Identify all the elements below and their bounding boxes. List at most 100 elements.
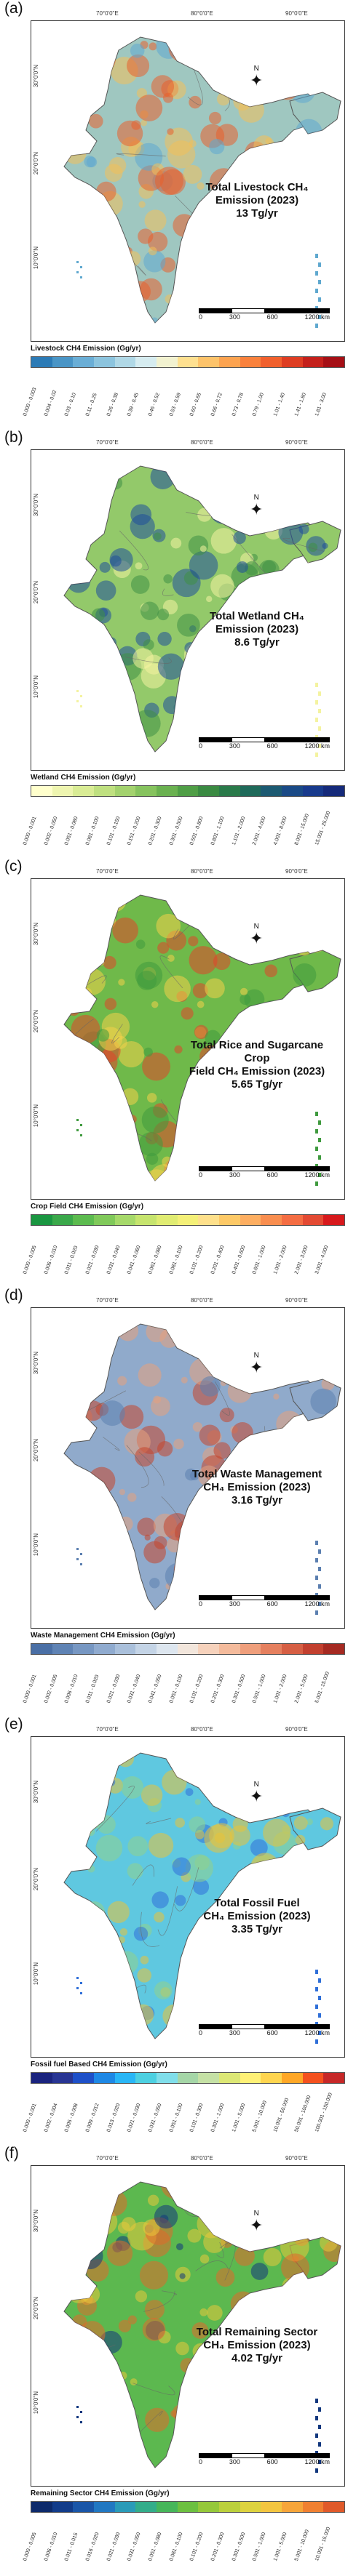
emission-texture: [76, 79, 92, 94]
emission-texture: [293, 1760, 312, 1778]
emission-texture: [198, 900, 216, 919]
emission-texture: [290, 670, 308, 687]
emission-texture: [256, 1128, 280, 1152]
emission-texture: [157, 653, 185, 680]
andaman-island: [315, 1558, 318, 1562]
emission-texture: [189, 550, 218, 580]
legend-title: Crop Field CH4 Emission (Gg/yr): [31, 1203, 144, 1211]
panel-label: (d): [4, 1287, 23, 1304]
emission-texture: [324, 1863, 336, 1876]
legend-swatch: [282, 2502, 303, 2512]
emission-texture: [113, 2386, 130, 2403]
emission-texture: [122, 2217, 136, 2231]
emission-texture: [266, 1126, 284, 1144]
emission-texture: [163, 1513, 191, 1541]
emission-texture: [246, 54, 258, 65]
state-boundary: [222, 1774, 234, 1809]
emission-texture: [64, 318, 79, 323]
emission-texture: [64, 2255, 77, 2281]
emission-texture: [132, 2004, 154, 2026]
emission-texture: [76, 660, 100, 685]
emission-texture: [83, 1901, 106, 1923]
andaman-island: [318, 709, 321, 713]
legend-swatch: [73, 357, 95, 367]
legend-swatch: [302, 1644, 324, 1654]
emission-texture: [257, 2413, 285, 2441]
emission-texture: [151, 1000, 159, 1008]
state-boundary: [197, 234, 221, 257]
emission-texture: [89, 1760, 116, 1787]
emission-texture: [209, 139, 225, 155]
emission-texture: [119, 2371, 127, 2380]
lakshadweep-island: [76, 700, 79, 702]
emission-texture: [187, 2228, 202, 2243]
legend-swatch: [177, 2073, 199, 2083]
emission-texture: [312, 141, 334, 164]
emission-texture: [310, 1353, 320, 1363]
emission-texture: [229, 1825, 250, 1846]
emission-texture: [258, 1953, 287, 1981]
emission-texture: [84, 2196, 109, 2221]
total-emission-line: 13 Tg/yr: [236, 207, 278, 220]
emission-texture: [184, 1101, 205, 1123]
emission-texture: [154, 532, 162, 540]
emission-texture: [116, 1753, 135, 1768]
emission-texture: [261, 1536, 281, 1554]
emission-texture: [81, 2017, 100, 2036]
legend-swatch: [282, 357, 303, 367]
state-boundary: [111, 1024, 123, 1044]
legend-swatch: [177, 786, 199, 796]
map-panel: (d) 70°0'0"E 80°0'0"E 90°0'0"E 30°0'0"N 20°0'…: [0, 1287, 364, 1712]
emission-texture: [64, 2335, 88, 2361]
emission-texture: [119, 1928, 128, 1936]
emission-texture: [109, 476, 123, 490]
emission-texture: [229, 1763, 244, 1778]
emission-texture: [213, 2364, 219, 2372]
emission-texture: [181, 1376, 188, 1384]
emission-texture: [222, 1510, 229, 1518]
emission-texture: [64, 69, 72, 81]
emission-texture: [233, 1545, 256, 1568]
emission-texture: [230, 680, 247, 697]
legend-swatch: [198, 2502, 220, 2512]
andaman-island: [318, 726, 321, 731]
state-boundary: [237, 1961, 258, 1997]
legend-swatch: [240, 1215, 261, 1225]
emission-texture: [182, 315, 196, 323]
emission-texture: [250, 1839, 268, 1857]
emission-texture: [148, 1832, 174, 1858]
lakshadweep-island: [80, 1553, 82, 1555]
emission-texture: [215, 254, 230, 270]
emission-texture: [167, 955, 175, 962]
emission-texture: [118, 979, 125, 986]
legend-swatch: [302, 1215, 324, 1225]
scale-label: 1200 km: [304, 2029, 330, 2037]
india-emission-map: [63, 465, 341, 757]
emission-texture: [289, 678, 306, 695]
emission-texture: [282, 2286, 312, 2315]
andaman-island: [315, 1147, 318, 1151]
lakshadweep-island: [80, 1124, 82, 1126]
emission-texture: [264, 1783, 290, 1810]
legend-title: Wetland CH4 Emission (Gg/yr): [31, 774, 136, 782]
emission-texture: [70, 2255, 87, 2273]
emission-texture: [238, 1352, 248, 1363]
emission-texture: [157, 631, 172, 646]
north-label: N: [253, 2210, 259, 2218]
longitude-tick: 90°0'0"E: [285, 439, 308, 446]
emission-texture: [213, 952, 231, 971]
total-emission-text: Total Livestock CH₄ Emission (2023) 13 Tg/…: [184, 181, 330, 220]
emission-texture: [256, 1552, 273, 1569]
emission-texture: [151, 1396, 170, 1416]
longitude-tick: 80°0'0"E: [191, 1297, 213, 1304]
emission-texture: [139, 2260, 168, 2290]
legend-swatch: [323, 786, 345, 796]
emission-texture: [194, 1799, 201, 1805]
emission-texture: [270, 1774, 286, 1790]
emission-texture: [100, 1163, 116, 1179]
emission-texture: [72, 895, 99, 912]
scale-bar: 0 300 600 1200 km: [199, 1595, 330, 1608]
state-boundary: [100, 2415, 139, 2426]
emission-texture: [143, 639, 154, 651]
emission-texture: [306, 1818, 313, 1826]
